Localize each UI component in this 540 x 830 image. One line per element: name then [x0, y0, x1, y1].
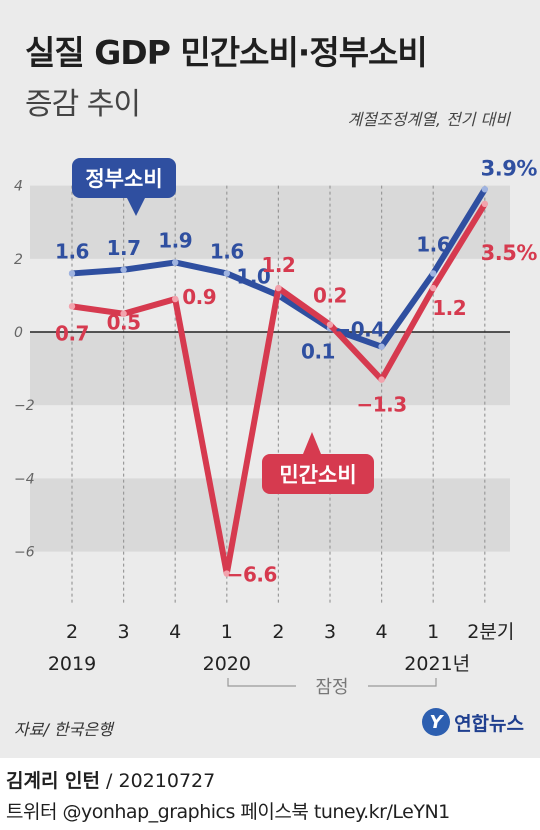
data-labels: 1.6 1.7 1.9 1.61.00.1−0.41.63.9%0.7 0.50.9−6…: [55, 156, 538, 587]
vertical-gridlines: [71, 185, 486, 604]
x-tick-label: 2분기: [467, 621, 514, 643]
data-point: [481, 186, 488, 193]
data-label-private: 1.2: [432, 296, 466, 320]
data-label-government: 1.7: [107, 236, 141, 260]
data-label-private: 0.2: [313, 284, 347, 308]
brand: Y 연합뉴스: [422, 708, 524, 736]
prelim-bracket-right: [368, 678, 437, 687]
data-point: [275, 284, 282, 292]
x-tick-label: 3: [118, 621, 130, 643]
data-point: [68, 303, 76, 310]
social-links[interactable]: 트위터 @yonhap_graphics 페이스북 tuney.kr/LeYN1: [6, 801, 450, 823]
prelim-label: 잠정: [315, 677, 348, 698]
legend-callout-private: 민간소비: [262, 432, 374, 494]
x-tick-label: 4: [169, 621, 181, 643]
data-label-government: 0.1: [301, 339, 335, 363]
data-label-private: 0.5: [107, 311, 141, 335]
data-label-private: −6.6: [227, 563, 277, 587]
legend-pointer: [127, 198, 145, 216]
data-label-private: 0.7: [55, 321, 89, 345]
grid-bands: [30, 185, 510, 552]
legend-box: [262, 454, 374, 494]
data-source: 자료/ 한국은행: [14, 720, 113, 739]
data-point: [223, 270, 230, 277]
data-label-government: 1.6: [210, 239, 244, 263]
data-point: [378, 376, 385, 383]
data-label-private: 3.5%: [481, 241, 538, 265]
data-label-government: 1.0: [236, 264, 270, 288]
data-point: [68, 270, 76, 277]
x-year-label: 2021년: [404, 653, 470, 675]
legend-label: 정부소비: [85, 167, 162, 191]
y-tick-label: −6: [14, 545, 35, 561]
data-point: [378, 343, 385, 350]
legend-box: [72, 158, 176, 198]
data-label-government: 3.9%: [481, 156, 538, 180]
data-label-government: 1.9: [158, 228, 192, 252]
credit-line: 김계리 인턴 / 20210727: [6, 766, 215, 793]
x-tick-label: 1: [221, 621, 233, 643]
data-point: [120, 310, 127, 317]
x-axis: 2 3 4 1 2 3 4 1 2분기 2019 2020 2021년: [48, 621, 515, 675]
data-point: [172, 259, 179, 266]
series-note: 계절조정계열, 전기 대비: [347, 110, 510, 129]
y-tick-label: −2: [14, 398, 35, 414]
yonhap-logo-icon: Y: [422, 708, 451, 736]
y-tick-label: 2: [14, 252, 23, 268]
data-label-government: −0.4: [335, 318, 385, 342]
brand-name: 연합뉴스: [454, 712, 524, 735]
x-tick-label: 1: [427, 621, 439, 643]
y-axis: 4 2 0 −2 −4 −6: [14, 179, 35, 561]
chart-title: 실질 GDP 민간소비·정부소비: [25, 33, 428, 72]
series-lines: [68, 186, 488, 577]
legend-pointer: [303, 432, 321, 454]
chart-subtitle: 증감 추이: [25, 87, 141, 122]
y-tick-label: 0: [14, 325, 23, 341]
x-tick-label: 4: [376, 621, 388, 643]
x-tick-label: 3: [324, 621, 336, 643]
data-label-private: −1.3: [357, 393, 407, 417]
prelim-bracket-left: [227, 678, 296, 687]
data-point: [120, 266, 127, 273]
legend-callout-government: 정부소비: [72, 158, 176, 216]
x-year-label: 2019: [48, 653, 96, 675]
data-point: [481, 200, 488, 208]
y-tick-label: −4: [14, 471, 35, 487]
x-year-label: 2020: [203, 653, 251, 675]
legend-label: 민간소비: [279, 463, 356, 487]
data-point: [430, 270, 437, 277]
x-tick-label: 2: [66, 621, 78, 643]
data-point: [326, 321, 334, 328]
x-tick-label: 2: [272, 621, 284, 643]
data-point: [172, 295, 179, 303]
data-label-government: 1.6: [416, 232, 450, 256]
credit-date: / 20210727: [100, 770, 216, 792]
data-label-private: 0.9: [182, 285, 216, 309]
preliminary-bracket: 잠정: [227, 677, 437, 698]
data-point: [223, 570, 230, 577]
data-label-private: 1.2: [261, 253, 295, 277]
data-point: [430, 284, 437, 292]
y-tick-label: 4: [14, 179, 23, 195]
data-label-government: 1.6: [55, 239, 89, 263]
line-chart: 420−2−4−6 1.6 1.7 1.9 1.61.00.1−0.41.63.9%0…: [14, 156, 538, 698]
credit-name: 김계리 인턴: [6, 770, 101, 792]
